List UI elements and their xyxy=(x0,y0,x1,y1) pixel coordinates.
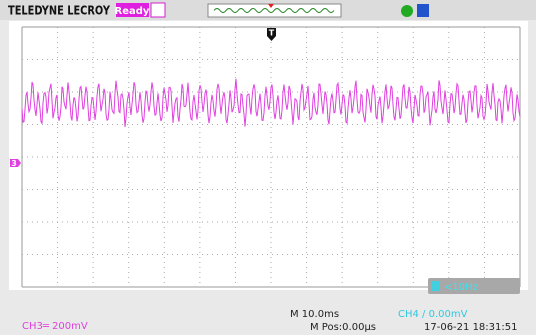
oscilloscope: TELEDYNE LECROY Ready T 3 <10Hz CH3═ 200… xyxy=(0,0,536,335)
trigger-level: CH4 / 0.00mV xyxy=(398,309,468,320)
brand: TELEDYNE LECROY xyxy=(8,4,110,18)
page: TELEDYNE LECROY Ready T 3 <10Hz CH3═ 200… xyxy=(0,0,536,335)
trigger-marker: T xyxy=(269,29,275,38)
status: Ready xyxy=(115,6,150,17)
timebase: M 10.0ms xyxy=(290,309,339,320)
frequency: <10Hz xyxy=(444,282,478,293)
position: M Pos:0.00μs xyxy=(310,322,376,333)
touch-icon[interactable] xyxy=(151,3,165,17)
screen xyxy=(9,21,528,290)
sync-icon[interactable] xyxy=(401,5,413,17)
frequency-icon xyxy=(431,281,440,291)
timestamp: 17-06-21 18:31:51 xyxy=(424,322,517,333)
channel-marker: 3 xyxy=(11,159,17,168)
usb-icon[interactable] xyxy=(417,4,429,17)
channel3-scale: CH3═ 200mV xyxy=(22,321,88,332)
